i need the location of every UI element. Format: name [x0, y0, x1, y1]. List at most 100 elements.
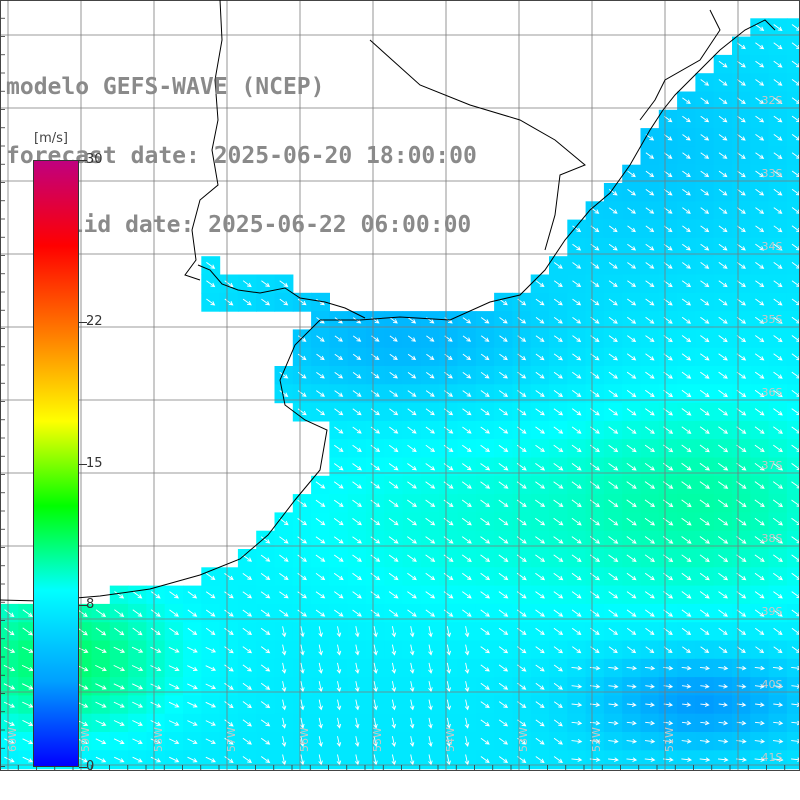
- wind-arrow: [373, 662, 378, 674]
- wind-arrow: [446, 626, 452, 638]
- wind-arrow: [373, 754, 378, 766]
- wind-arrow: [791, 115, 800, 123]
- wind-arrow: [113, 720, 125, 726]
- wind-arrow: [426, 335, 435, 342]
- wind-arrow: [498, 682, 509, 690]
- wind-cell: [786, 146, 800, 166]
- wind-arrow: [260, 573, 271, 581]
- wind-arrow: [315, 554, 326, 562]
- wind-arrow: [425, 426, 435, 434]
- wind-arrow: [407, 499, 417, 508]
- wind-arrow: [131, 665, 144, 672]
- wind-arrow: [737, 115, 746, 123]
- wind-arrow: [589, 684, 601, 689]
- wind-arrow: [3, 701, 16, 708]
- latitude-label: 37S: [762, 459, 783, 472]
- wind-arrow: [608, 591, 619, 599]
- wind-arrow: [644, 757, 656, 762]
- wind-arrow: [352, 518, 362, 526]
- wind-cell: [786, 36, 800, 56]
- wind-arrow: [736, 280, 746, 288]
- wind-arrow: [297, 499, 308, 507]
- colorbar-tick-mark: [79, 321, 87, 323]
- wind-arrow: [535, 444, 545, 453]
- wind-arrow: [718, 444, 729, 453]
- wind-arrow: [553, 371, 563, 379]
- wind-arrow: [150, 591, 161, 599]
- wind-cell: [786, 677, 800, 696]
- wind-arrow: [425, 517, 436, 526]
- wind-arrow: [498, 554, 509, 562]
- wind-arrow: [553, 664, 563, 672]
- wind-arrow: [516, 463, 527, 471]
- wind-arrow: [553, 408, 564, 416]
- wind-arrow: [627, 298, 637, 306]
- wind-arrow: [446, 699, 452, 711]
- wind-cell: [786, 695, 800, 715]
- wind-arrow: [754, 462, 765, 471]
- wind-arrow: [608, 426, 619, 434]
- wind-cell: [786, 494, 800, 513]
- wind-arrow: [516, 499, 527, 508]
- wind-arrow: [608, 609, 619, 617]
- wind-arrow: [389, 353, 398, 361]
- wind-arrow: [700, 207, 710, 214]
- wind-arrow: [336, 681, 342, 693]
- wind-arrow: [644, 739, 656, 744]
- wind-arrow: [391, 662, 397, 674]
- wind-arrow: [626, 554, 637, 562]
- wind-arrow: [718, 702, 728, 707]
- wind-arrow: [224, 573, 234, 581]
- wind-arrow: [589, 720, 601, 726]
- wind-arrow: [791, 243, 800, 251]
- wind-arrow: [626, 665, 638, 671]
- wind-arrow: [297, 353, 307, 361]
- wind-arrow: [480, 701, 490, 709]
- wind-arrow: [354, 662, 360, 674]
- wind-arrow: [318, 626, 323, 638]
- wind-arrow: [224, 646, 234, 654]
- wind-arrow: [498, 737, 509, 745]
- wind-arrow: [425, 572, 436, 581]
- wind-arrow: [224, 682, 234, 690]
- colorbar-tick-label: 22: [86, 313, 103, 329]
- longitude-label: 51W: [663, 727, 676, 752]
- wind-arrow: [95, 756, 107, 763]
- coastline: [0, 0, 776, 602]
- wind-cell: [786, 622, 800, 642]
- wind-arrow: [388, 609, 399, 617]
- wind-arrow: [224, 298, 234, 306]
- wind-arrow: [773, 316, 783, 324]
- wind-arrow: [480, 536, 491, 544]
- wind-arrow: [480, 499, 491, 508]
- wind-arrow: [736, 225, 746, 233]
- wind-arrow: [626, 408, 637, 416]
- wind-arrow: [22, 701, 34, 708]
- wind-arrow: [700, 335, 710, 343]
- wind-arrow: [718, 115, 728, 123]
- wind-arrow: [773, 207, 783, 214]
- wind-arrow: [681, 444, 692, 453]
- wind-arrow: [260, 756, 271, 763]
- wind-arrow: [572, 646, 582, 654]
- wind-arrow: [755, 97, 765, 105]
- wind-arrow: [626, 572, 637, 581]
- wind-arrow: [281, 681, 287, 693]
- wind-arrow: [480, 756, 490, 763]
- wind-arrow: [279, 609, 289, 617]
- wind-arrow: [755, 24, 765, 31]
- wind-arrow: [755, 188, 765, 196]
- wind-arrow: [205, 738, 216, 745]
- wind-arrow: [464, 717, 470, 729]
- wind-arrow: [370, 554, 381, 562]
- wind-arrow: [464, 681, 470, 693]
- wind-arrow: [389, 372, 398, 379]
- wind-arrow: [425, 463, 436, 471]
- latitude-label: 36S: [762, 386, 783, 399]
- wind-arrow: [425, 444, 436, 453]
- wind-arrow: [700, 298, 710, 306]
- wind-arrow: [498, 481, 509, 489]
- wind-arrow: [718, 353, 728, 361]
- wind-arrow: [755, 646, 765, 654]
- wind-arrow: [354, 626, 360, 638]
